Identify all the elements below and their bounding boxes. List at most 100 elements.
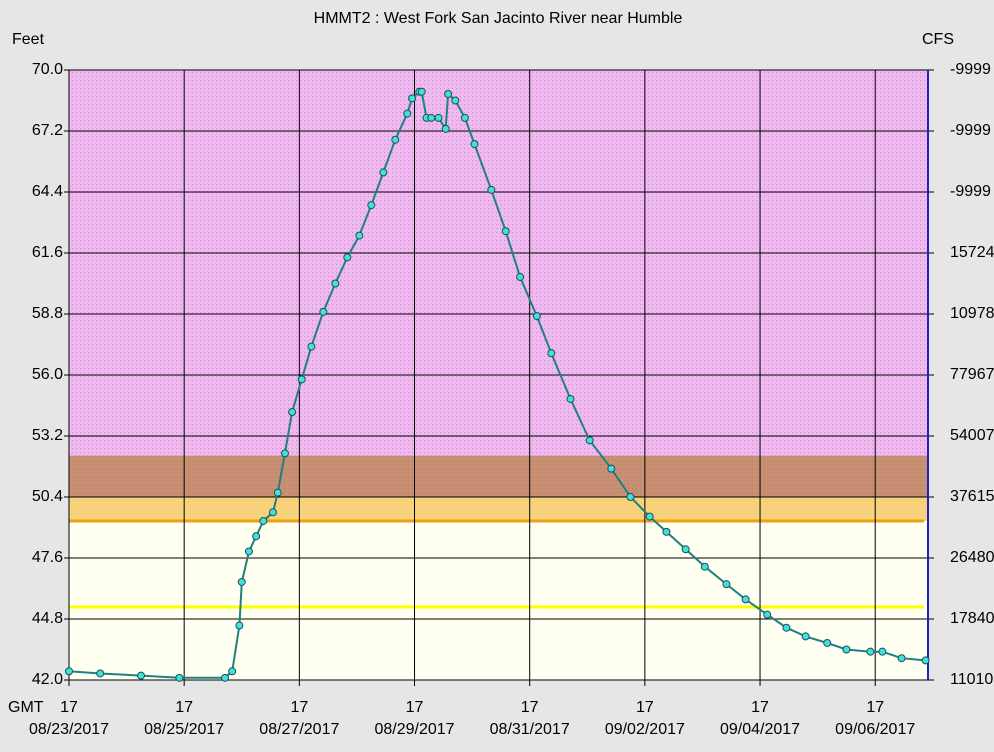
y2-tick-label: 17840 — [950, 610, 994, 627]
x-tick-hour: 17 — [406, 699, 424, 716]
data-point — [516, 272, 525, 281]
data-point — [220, 673, 229, 682]
y-tick-label: 58.8 — [32, 305, 63, 322]
stage-band — [69, 520, 928, 680]
y-tick-label: 64.4 — [32, 183, 63, 200]
y-tick-label: 42.0 — [32, 671, 63, 688]
data-point — [280, 449, 289, 458]
data-point — [288, 408, 297, 417]
data-point — [532, 312, 541, 321]
data-point — [681, 545, 690, 554]
data-point — [460, 113, 469, 122]
data-point — [763, 610, 772, 619]
y-axis-label: Feet — [12, 31, 45, 48]
y2-tick-label: 10978 — [950, 305, 994, 322]
y-tick-label: 70.0 — [32, 61, 63, 78]
y-tick-label: 61.6 — [32, 244, 63, 261]
data-point — [259, 516, 268, 525]
x-tick-label: 08/25/2017 — [144, 721, 224, 738]
data-point — [501, 227, 510, 236]
y-tick-label: 44.8 — [32, 610, 63, 627]
data-point — [237, 577, 246, 586]
data-point — [487, 185, 496, 194]
data-point — [722, 580, 731, 589]
data-point — [297, 375, 306, 384]
x-tick-label: 08/29/2017 — [374, 721, 454, 738]
data-point — [626, 493, 635, 501]
data-point — [417, 87, 426, 96]
data-point — [741, 595, 750, 604]
data-point — [700, 562, 709, 571]
data-point — [451, 96, 460, 105]
y2-tick-label: -9999 — [950, 122, 991, 139]
stage-band — [69, 497, 928, 521]
data-point — [434, 113, 443, 122]
data-point — [355, 231, 364, 240]
data-point — [470, 140, 479, 149]
data-point — [585, 436, 594, 445]
data-point — [408, 94, 417, 103]
data-point — [801, 632, 810, 641]
data-point — [136, 671, 145, 680]
stage-band-hatch — [69, 70, 928, 456]
x-tick-hour: 17 — [751, 699, 769, 716]
data-point — [391, 135, 400, 144]
data-point — [307, 342, 316, 351]
y2-tick-label: 77967 — [950, 366, 994, 383]
data-point — [367, 201, 376, 210]
data-point — [547, 349, 556, 358]
y2-tick-label: 11010 — [950, 671, 993, 688]
x-tick-label: 08/27/2017 — [259, 721, 339, 738]
data-point — [331, 279, 340, 288]
x-tick-label: 09/04/2017 — [720, 721, 800, 738]
data-point — [566, 394, 575, 403]
data-point — [319, 307, 328, 316]
data-point — [878, 647, 887, 656]
data-point — [65, 667, 73, 676]
x-tick-hour: 17 — [290, 699, 308, 716]
data-point — [273, 488, 282, 497]
data-point — [343, 253, 352, 262]
y2-tick-label: 37615 — [950, 488, 994, 505]
data-point — [662, 527, 671, 536]
y2-tick-label: 26480 — [950, 549, 994, 566]
x-tick-label: 08/31/2017 — [490, 721, 570, 738]
y-tick-label: 47.6 — [32, 549, 63, 566]
data-point — [268, 508, 277, 517]
data-point — [403, 109, 412, 118]
data-point — [228, 667, 237, 676]
data-point — [441, 124, 450, 133]
y-tick-label: 67.2 — [32, 122, 63, 139]
data-point — [866, 647, 875, 656]
chart-title: HMMT2 : West Fork San Jacinto River near… — [314, 10, 683, 27]
x-tick-hour: 17 — [636, 699, 654, 716]
x-tick-label: 09/06/2017 — [835, 721, 915, 738]
y-tick-label: 56.0 — [32, 366, 63, 383]
data-point — [244, 547, 253, 556]
data-point — [897, 654, 906, 663]
y2-tick-label: 15724 — [950, 244, 994, 261]
data-point — [842, 645, 851, 654]
data-point — [607, 464, 616, 473]
data-point — [823, 638, 832, 647]
data-point — [782, 623, 791, 632]
data-point — [921, 656, 930, 665]
x-prefix: GMT — [8, 699, 44, 716]
y-tick-label: 53.2 — [32, 427, 63, 444]
y2-axis-label: CFS — [922, 31, 954, 48]
y2-tick-label: -9999 — [950, 183, 991, 200]
x-tick-hour: 17 — [175, 699, 193, 716]
x-tick-label: 08/23/2017 — [29, 721, 109, 738]
data-point — [96, 669, 105, 678]
y-tick-label: 50.4 — [32, 488, 63, 505]
data-point — [235, 621, 244, 630]
stage-band-hatch — [69, 455, 928, 497]
x-tick-hour: 17 — [521, 699, 539, 716]
data-point — [427, 113, 436, 122]
x-tick-hour: 17 — [866, 699, 884, 716]
y2-tick-label: -9999 — [950, 61, 991, 78]
data-point — [379, 168, 388, 177]
x-tick-hour: 17 — [60, 699, 78, 716]
data-point — [444, 89, 453, 98]
